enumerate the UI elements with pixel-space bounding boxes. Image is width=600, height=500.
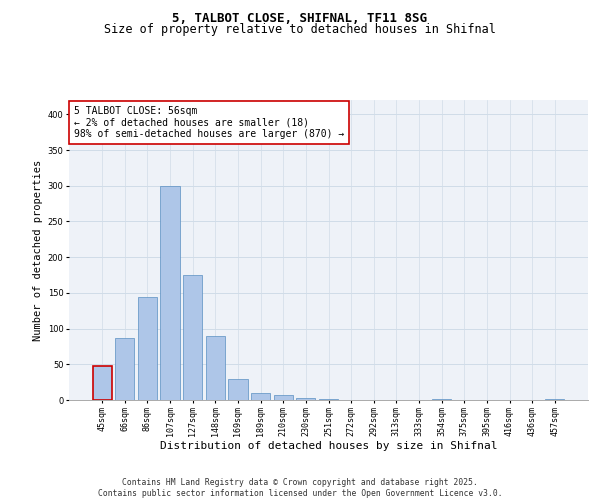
Text: 5, TALBOT CLOSE, SHIFNAL, TF11 8SG: 5, TALBOT CLOSE, SHIFNAL, TF11 8SG (173, 12, 427, 26)
Bar (229, 378, 248, 400)
Bar (92, 366, 112, 400)
Bar (183, 275, 202, 400)
Bar (274, 395, 293, 400)
X-axis label: Distribution of detached houses by size in Shifnal: Distribution of detached houses by size … (160, 441, 497, 451)
Bar (296, 398, 316, 400)
Bar (251, 393, 270, 400)
Bar (160, 186, 180, 400)
Y-axis label: Number of detached properties: Number of detached properties (34, 160, 43, 340)
Text: Contains HM Land Registry data © Crown copyright and database right 2025.
Contai: Contains HM Land Registry data © Crown c… (98, 478, 502, 498)
Bar (138, 297, 157, 400)
Bar (545, 398, 565, 400)
Bar (206, 336, 225, 400)
Bar (115, 338, 134, 400)
Text: Size of property relative to detached houses in Shifnal: Size of property relative to detached ho… (104, 22, 496, 36)
Text: 5 TALBOT CLOSE: 56sqm
← 2% of detached houses are smaller (18)
98% of semi-detac: 5 TALBOT CLOSE: 56sqm ← 2% of detached h… (74, 106, 344, 139)
Bar (432, 398, 451, 400)
